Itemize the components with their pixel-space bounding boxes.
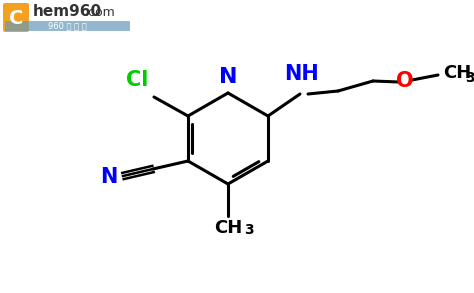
Text: N: N [100, 167, 118, 187]
Text: C: C [9, 8, 23, 28]
FancyBboxPatch shape [3, 3, 29, 32]
Text: 3: 3 [465, 71, 474, 85]
Text: Cl: Cl [126, 70, 148, 90]
Text: hem960: hem960 [33, 4, 102, 20]
Text: CH: CH [214, 219, 242, 237]
Text: O: O [396, 71, 414, 91]
Text: N: N [219, 67, 237, 87]
Text: 3: 3 [244, 223, 254, 237]
Bar [5, 21, 130, 31]
Text: NH: NH [284, 64, 319, 84]
Text: CH: CH [443, 64, 471, 82]
Text: .com: .com [85, 6, 116, 18]
Text: 960 化 工 网: 960 化 工 网 [47, 21, 86, 30]
